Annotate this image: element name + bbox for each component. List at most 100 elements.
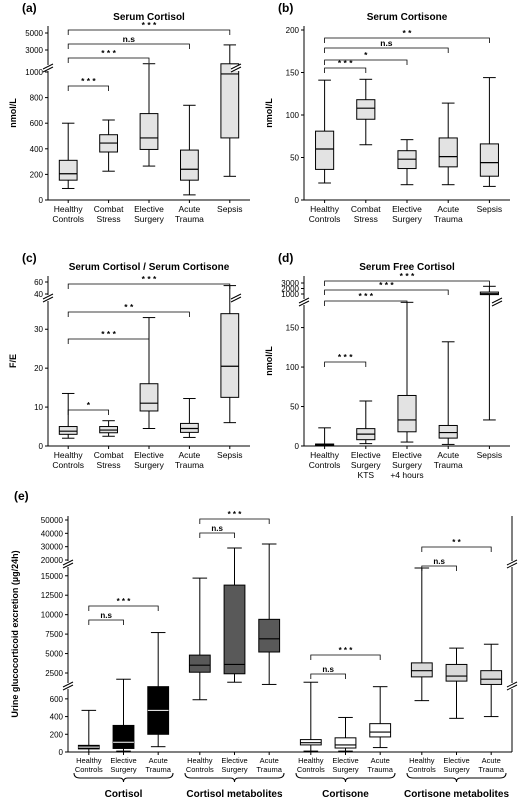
- box-iqr: [258, 618, 281, 653]
- axis-break-gap: [299, 299, 309, 305]
- y-tick-label: 100: [286, 363, 300, 372]
- significance-bracket: [421, 565, 457, 571]
- y-tick-label: 400: [30, 145, 44, 154]
- box-iqr: [180, 149, 199, 181]
- group-label: Cortisone: [322, 789, 369, 800]
- significance-label: n.s: [123, 34, 136, 44]
- group-brace: [406, 772, 507, 783]
- significance-bracket: [67, 283, 231, 289]
- y-axis-label: F/E: [8, 354, 18, 368]
- y-tick-label: 0: [295, 442, 300, 451]
- axis-break-gap: [507, 683, 517, 689]
- group-brace: [73, 772, 174, 783]
- significance-label: n.s: [211, 524, 223, 533]
- significance-bracket: [310, 673, 346, 679]
- x-tick-label: Acute Trauma: [434, 450, 463, 470]
- y-tick-label: 50: [290, 403, 299, 412]
- y-tick-label: 150: [286, 324, 300, 333]
- significance-bracket: [67, 29, 231, 35]
- significance-label: * * *: [142, 20, 157, 30]
- x-tick-label: Combat Stress: [351, 204, 381, 224]
- x-tick-label: Elective Surgery: [134, 204, 165, 224]
- y-tick-label: 1000: [281, 290, 299, 299]
- y-tick-label: 1000: [25, 68, 43, 77]
- significance-label: * *: [452, 538, 461, 547]
- x-tick-label: Elective Surgery: [332, 756, 359, 774]
- axis-break-gap: [231, 295, 241, 301]
- y-tick-label: 0: [59, 748, 64, 757]
- significance-label: n.s: [100, 611, 112, 620]
- axis-break-mark: [62, 559, 74, 566]
- box-iqr: [139, 383, 159, 412]
- y-tick-label: 600: [50, 695, 64, 704]
- significance-label: * *: [124, 302, 134, 312]
- x-tick-label: Elective Surgery: [392, 204, 423, 224]
- y-tick-label: 0: [295, 196, 300, 205]
- x-tick-label: Healthy Controls: [408, 756, 436, 774]
- x-tick-label: Combat Stress: [94, 204, 124, 224]
- x-tick-label: Acute Trauma: [478, 756, 504, 774]
- y-tick-label: 3000: [25, 46, 43, 55]
- y-axis-label: nmol/L: [8, 98, 18, 128]
- significance-bracket: [324, 37, 490, 43]
- y-tick-label: 100: [286, 111, 300, 120]
- box-iqr: [188, 654, 211, 673]
- y-tick-label: 400: [50, 713, 64, 722]
- x-tick-label: Healthy Controls: [75, 756, 103, 774]
- y-tick-label: 0: [39, 196, 44, 205]
- significance-label: * * *: [101, 48, 116, 58]
- significance-bracket: [324, 67, 367, 73]
- axis-break-mark: [506, 684, 518, 691]
- x-tick-label: Healthy Controls: [309, 204, 341, 224]
- y-tick-label: 3000: [281, 279, 299, 288]
- group-label: Cortisol metabolites: [186, 789, 283, 800]
- box-iqr: [438, 424, 458, 439]
- axis-break-mark: [230, 293, 242, 300]
- significance-label: n.s: [380, 38, 393, 48]
- box-iqr: [479, 143, 499, 177]
- y-tick-label: 200: [286, 26, 300, 35]
- significance-label: n.s: [433, 557, 445, 566]
- significance-bracket: [67, 311, 190, 317]
- x-tick-label: Sepsis: [217, 450, 243, 460]
- axis-break-gap: [231, 65, 241, 71]
- panel-letter: (b): [278, 1, 293, 15]
- x-tick-label: Healthy Controls: [186, 756, 214, 774]
- significance-bracket: [67, 85, 109, 91]
- significance-label: * * *: [339, 646, 354, 655]
- significance-label: *: [87, 400, 91, 410]
- y-tick-label: 5000: [45, 650, 63, 659]
- y-axis-label: nmol/L: [264, 98, 274, 128]
- panel-1: 0 50 100 150 200 Healthy Controls Combat Stress E…: [286, 26, 510, 224]
- box-iqr: [58, 159, 78, 181]
- axis-break-mark: [298, 300, 310, 307]
- y-tick-label: 10: [34, 403, 43, 412]
- axis-break-mark: [42, 63, 54, 70]
- panel-letter: (a): [22, 1, 37, 15]
- y-tick-label: 12500: [41, 591, 64, 600]
- y-tick-label: 10000: [41, 611, 64, 620]
- significance-bracket: [199, 532, 235, 538]
- y-axis-label: nmol/L: [264, 346, 274, 376]
- axis-break-mark: [42, 293, 54, 300]
- box-iqr: [397, 394, 417, 433]
- chart-title: Serum Cortisol: [113, 12, 185, 23]
- significance-label: * * *: [81, 76, 96, 86]
- x-tick-label: Elective Surgery KTS: [351, 450, 382, 480]
- box-iqr: [315, 130, 335, 170]
- panel-letter: (e): [14, 489, 29, 503]
- box-iqr: [220, 63, 240, 139]
- box-iqr: [334, 737, 357, 749]
- x-tick-label: Acute Trauma: [256, 756, 282, 774]
- y-tick-label: 30: [34, 325, 43, 334]
- significance-label: * * *: [101, 329, 116, 339]
- y-tick-label: 20: [34, 364, 43, 373]
- y-tick-label: 0: [39, 442, 44, 451]
- axis-break-mark: [298, 297, 310, 304]
- y-tick-label: 800: [30, 94, 44, 103]
- box-iqr: [410, 662, 433, 678]
- y-tick-label: 60: [34, 278, 43, 287]
- y-tick-label: 15000: [41, 572, 64, 581]
- panel-2: 0 10 20 30 40 60 Healthy Controls Combat Stress El…: [34, 274, 250, 470]
- x-tick-label: Elective Surgery: [134, 450, 165, 470]
